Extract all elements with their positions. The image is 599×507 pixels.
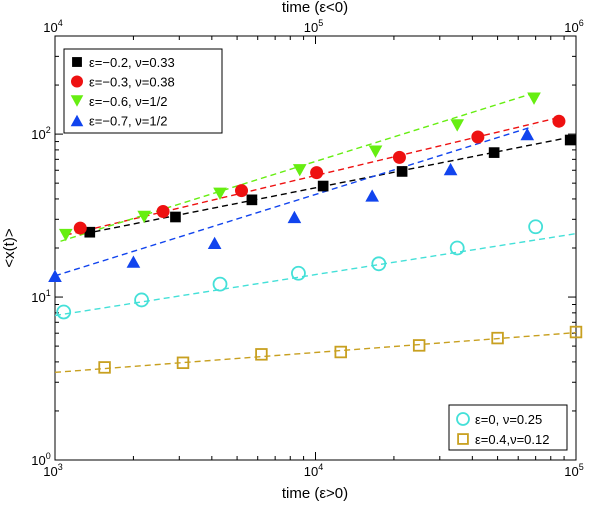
data-point-series-1	[235, 184, 249, 198]
data-point-series-1	[73, 221, 87, 235]
data-point-series-2	[137, 210, 152, 224]
y-tick-label-exp: 1	[46, 288, 51, 298]
fit-line-series-2	[60, 91, 536, 242]
data-point-series-2	[450, 119, 465, 132]
y-tick-label: 100	[31, 451, 50, 468]
data-point-series-3	[365, 189, 379, 202]
legend-marker-series-3	[70, 114, 84, 127]
fit-lines	[54, 91, 577, 374]
data-point-series-2	[527, 92, 541, 105]
data-point-series-5	[491, 331, 504, 345]
y-tick-label-base: 10	[31, 290, 45, 305]
x-bottom-tick-label: 103	[43, 462, 62, 479]
data-point-series-5	[255, 348, 268, 361]
data-point-series-0	[246, 194, 258, 206]
data-point-series-0	[317, 180, 329, 192]
x-bottom-tick-label: 104	[304, 462, 323, 479]
data-point-series-5	[98, 361, 111, 374]
legend-label-series-0: ε=−0.2, ν=0.33	[89, 55, 175, 70]
fit-line-series-5	[54, 331, 577, 374]
data-point-series-3	[520, 127, 535, 141]
data-point-series-1	[392, 150, 406, 164]
x-top-tick-label-base: 10	[43, 20, 57, 35]
x-axis-title-bottom: time (ε>0)	[282, 485, 348, 502]
legend-marker-series-1	[71, 75, 83, 88]
x-top-tick-label-exp: 6	[579, 18, 584, 28]
x-axis-title-top: time (ε<0)	[282, 0, 348, 16]
data-point-series-2	[58, 228, 73, 242]
data-point-series-4	[449, 240, 465, 256]
data-point-series-2	[368, 145, 383, 158]
data-point-series-3	[443, 162, 458, 176]
data-point-series-5	[334, 345, 347, 359]
legend-marker-series-0	[72, 57, 82, 67]
x-bottom-tick-label-exp: 3	[58, 462, 63, 472]
data-point-series-1	[310, 166, 324, 180]
legend-label-series-3: ε=−0.7, ν=1/2	[89, 114, 167, 129]
x-top-tick-label: 105	[304, 18, 323, 35]
legend-bottom: ε=0, ν=0.25 ε=0.4,ν=0.12	[448, 404, 568, 451]
data-point-series-3	[207, 236, 222, 250]
y-tick-label-exp: 2	[46, 125, 51, 135]
data-point-series-3	[126, 255, 141, 268]
data-point-series-0	[84, 226, 96, 238]
data-point-series-1	[552, 114, 566, 128]
x-top-tick-label: 104	[43, 18, 62, 35]
data-points	[48, 92, 583, 374]
data-point-series-2	[213, 187, 227, 201]
x-bottom-tick-label-exp: 5	[579, 462, 584, 472]
data-point-series-4	[528, 219, 544, 235]
x-top-tick-label-base: 10	[564, 20, 578, 35]
fit-line-series-3	[54, 126, 533, 277]
data-point-series-0	[396, 166, 408, 177]
data-point-series-4	[371, 256, 387, 272]
legend-marker-series-5	[457, 433, 469, 445]
x-bottom-tick-label: 105	[564, 462, 583, 479]
data-point-series-0	[170, 211, 181, 223]
legend-label-series-1: ε=−0.3, ν=0.38	[89, 75, 175, 90]
legend-marker-series-2	[70, 95, 84, 107]
legend-label-series-5: ε=0.4,ν=0.12	[475, 432, 549, 447]
legend-marker-series-4	[456, 412, 470, 426]
data-point-series-4	[212, 276, 228, 292]
y-tick-label-base: 10	[31, 127, 45, 142]
data-point-series-0	[564, 134, 576, 146]
x-bottom-tick-label-base: 10	[304, 464, 318, 479]
x-top-tick-label-exp: 4	[58, 18, 63, 28]
x-top-tick-label-exp: 5	[318, 18, 323, 28]
data-point-series-0	[488, 147, 500, 158]
legend-top: ε=−0.2, ν=0.33 ε=−0.3, ν=0.38 ε=−0.6, ν=1/…	[63, 48, 223, 134]
legend-label-series-2: ε=−0.6, ν=1/2	[89, 94, 167, 109]
data-point-series-4	[56, 304, 72, 320]
data-point-series-5	[176, 356, 190, 370]
data-point-series-2	[292, 164, 307, 177]
data-point-series-3	[48, 269, 62, 282]
x-top-tick-label: 106	[564, 18, 583, 35]
legend-top-box	[63, 48, 223, 134]
y-tick-label-base: 10	[31, 453, 45, 468]
y-tick-label-exp: 0	[46, 451, 51, 461]
data-point-series-4	[134, 292, 150, 308]
data-point-series-5	[569, 325, 583, 339]
data-point-series-3	[287, 210, 302, 224]
x-bottom-tick-label-exp: 4	[318, 462, 323, 472]
data-point-series-1	[156, 204, 170, 218]
x-bottom-tick-label-base: 10	[43, 464, 57, 479]
data-point-series-5	[412, 339, 426, 352]
data-point-series-1	[471, 130, 485, 144]
y-tick-label: 102	[31, 125, 50, 142]
y-axis-title: <x(t)>	[1, 228, 18, 267]
data-point-series-4	[291, 265, 306, 281]
y-tick-label: 101	[31, 288, 50, 305]
x-top-tick-label-base: 10	[304, 20, 318, 35]
fit-line-series-4	[54, 232, 577, 317]
legend-label-series-4: ε=0, ν=0.25	[475, 412, 542, 427]
x-bottom-tick-label-base: 10	[564, 464, 578, 479]
